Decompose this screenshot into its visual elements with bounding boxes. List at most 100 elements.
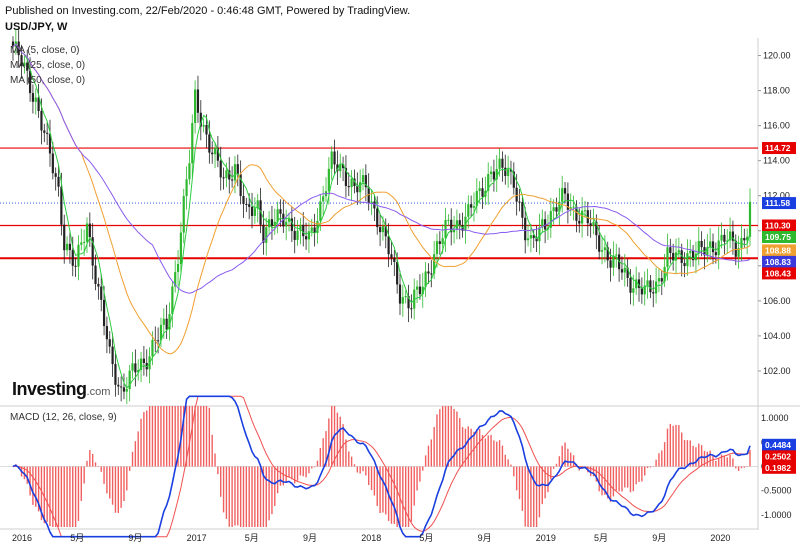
- candle-body: [603, 247, 606, 251]
- price-tag-label: 114.72: [765, 143, 791, 153]
- macd-histogram-bar: [191, 406, 193, 467]
- candle: [640, 277, 643, 304]
- candle: [276, 201, 279, 234]
- candle-body: [654, 281, 658, 294]
- candle-body: [188, 163, 191, 180]
- candle-body: [231, 179, 234, 181]
- candle: [208, 120, 211, 164]
- macd-histogram-bar: [154, 406, 156, 467]
- candle: [159, 317, 163, 348]
- candle: [188, 149, 191, 185]
- candle-body: [558, 201, 561, 212]
- candle-body: [333, 151, 336, 165]
- candle: [108, 331, 111, 354]
- macd-histogram-bar: [396, 466, 398, 527]
- macd-histogram-bar: [63, 466, 65, 527]
- candle-body: [415, 286, 419, 290]
- macd-histogram-bar: [632, 466, 635, 492]
- candle-body: [589, 223, 592, 226]
- candle-body: [581, 210, 584, 224]
- candle: [299, 218, 302, 245]
- macd-histogram-bar: [69, 466, 71, 527]
- candle: [77, 235, 80, 281]
- candle: [196, 75, 200, 123]
- macd-histogram-bar: [478, 428, 481, 467]
- candle-body: [373, 201, 376, 209]
- candle: [660, 270, 663, 296]
- candle-body: [63, 224, 66, 251]
- macd-histogram-bar: [248, 466, 250, 527]
- macd-histogram-bar: [128, 466, 131, 471]
- candle-body: [179, 232, 182, 264]
- candle-body: [299, 224, 302, 231]
- candle-body: [433, 254, 436, 274]
- candle-body: [191, 122, 194, 164]
- macd-histogram-bar: [134, 441, 137, 467]
- candle: [122, 373, 126, 400]
- macd-histogram-bar: [717, 458, 720, 467]
- candle: [46, 122, 49, 146]
- macd-histogram-bar: [695, 447, 697, 467]
- macd-histogram-bar: [629, 466, 632, 493]
- candle: [171, 281, 174, 328]
- candle: [401, 284, 404, 317]
- candle: [347, 172, 350, 197]
- macd-histogram-bar: [433, 427, 435, 467]
- candle-body: [723, 234, 726, 242]
- candle-body: [529, 235, 532, 239]
- candle-body: [637, 279, 641, 288]
- macd-histogram-bar: [66, 466, 68, 527]
- candle: [20, 44, 23, 79]
- candle-body: [51, 153, 54, 174]
- macd-histogram-bar: [515, 466, 518, 491]
- macd-histogram-bar: [626, 466, 629, 488]
- candle-body: [376, 208, 379, 228]
- price-tick-label: 104.00: [763, 331, 791, 341]
- candle: [404, 289, 407, 304]
- candle-body: [467, 204, 470, 217]
- candle-body: [185, 179, 188, 197]
- macd-histogram-bar: [165, 406, 168, 467]
- macd-histogram-bar: [291, 466, 293, 480]
- macd-histogram-bar: [117, 466, 119, 513]
- candle: [28, 57, 32, 102]
- candle-body: [586, 210, 589, 224]
- macd-histogram-bar: [558, 456, 561, 467]
- macd-histogram-bar: [262, 466, 265, 527]
- macd-histogram-bar: [518, 466, 521, 500]
- candle: [746, 228, 749, 255]
- candle: [714, 242, 717, 264]
- candle: [489, 166, 493, 183]
- candle: [467, 195, 470, 229]
- macd-tick-label: -0.5000: [761, 486, 792, 496]
- candle-body: [495, 169, 498, 180]
- macd-histogram-bar: [373, 466, 376, 496]
- candle-body: [68, 243, 72, 251]
- candle: [282, 199, 285, 233]
- candle: [128, 364, 131, 402]
- candle-body: [327, 168, 330, 192]
- candle: [34, 88, 37, 115]
- macd-histogram-bar: [163, 406, 165, 467]
- candle: [142, 345, 145, 376]
- candle: [589, 209, 592, 238]
- candle-body: [683, 262, 686, 267]
- candle: [501, 151, 504, 182]
- candle-body: [660, 278, 663, 282]
- candle: [31, 84, 35, 114]
- candle: [697, 227, 700, 266]
- candle-body: [202, 125, 205, 127]
- macd-histogram-bar: [336, 412, 339, 467]
- candle-body: [737, 248, 740, 257]
- candle: [421, 272, 424, 308]
- candle: [211, 141, 214, 164]
- candle-body: [139, 358, 143, 370]
- candle: [472, 192, 476, 222]
- macd-histogram-bar: [598, 466, 600, 492]
- price-tag-label: 109.75: [765, 232, 791, 242]
- candle-body: [250, 206, 254, 216]
- candle-body: [353, 178, 356, 187]
- candle: [37, 83, 40, 118]
- candle-body: [125, 389, 128, 392]
